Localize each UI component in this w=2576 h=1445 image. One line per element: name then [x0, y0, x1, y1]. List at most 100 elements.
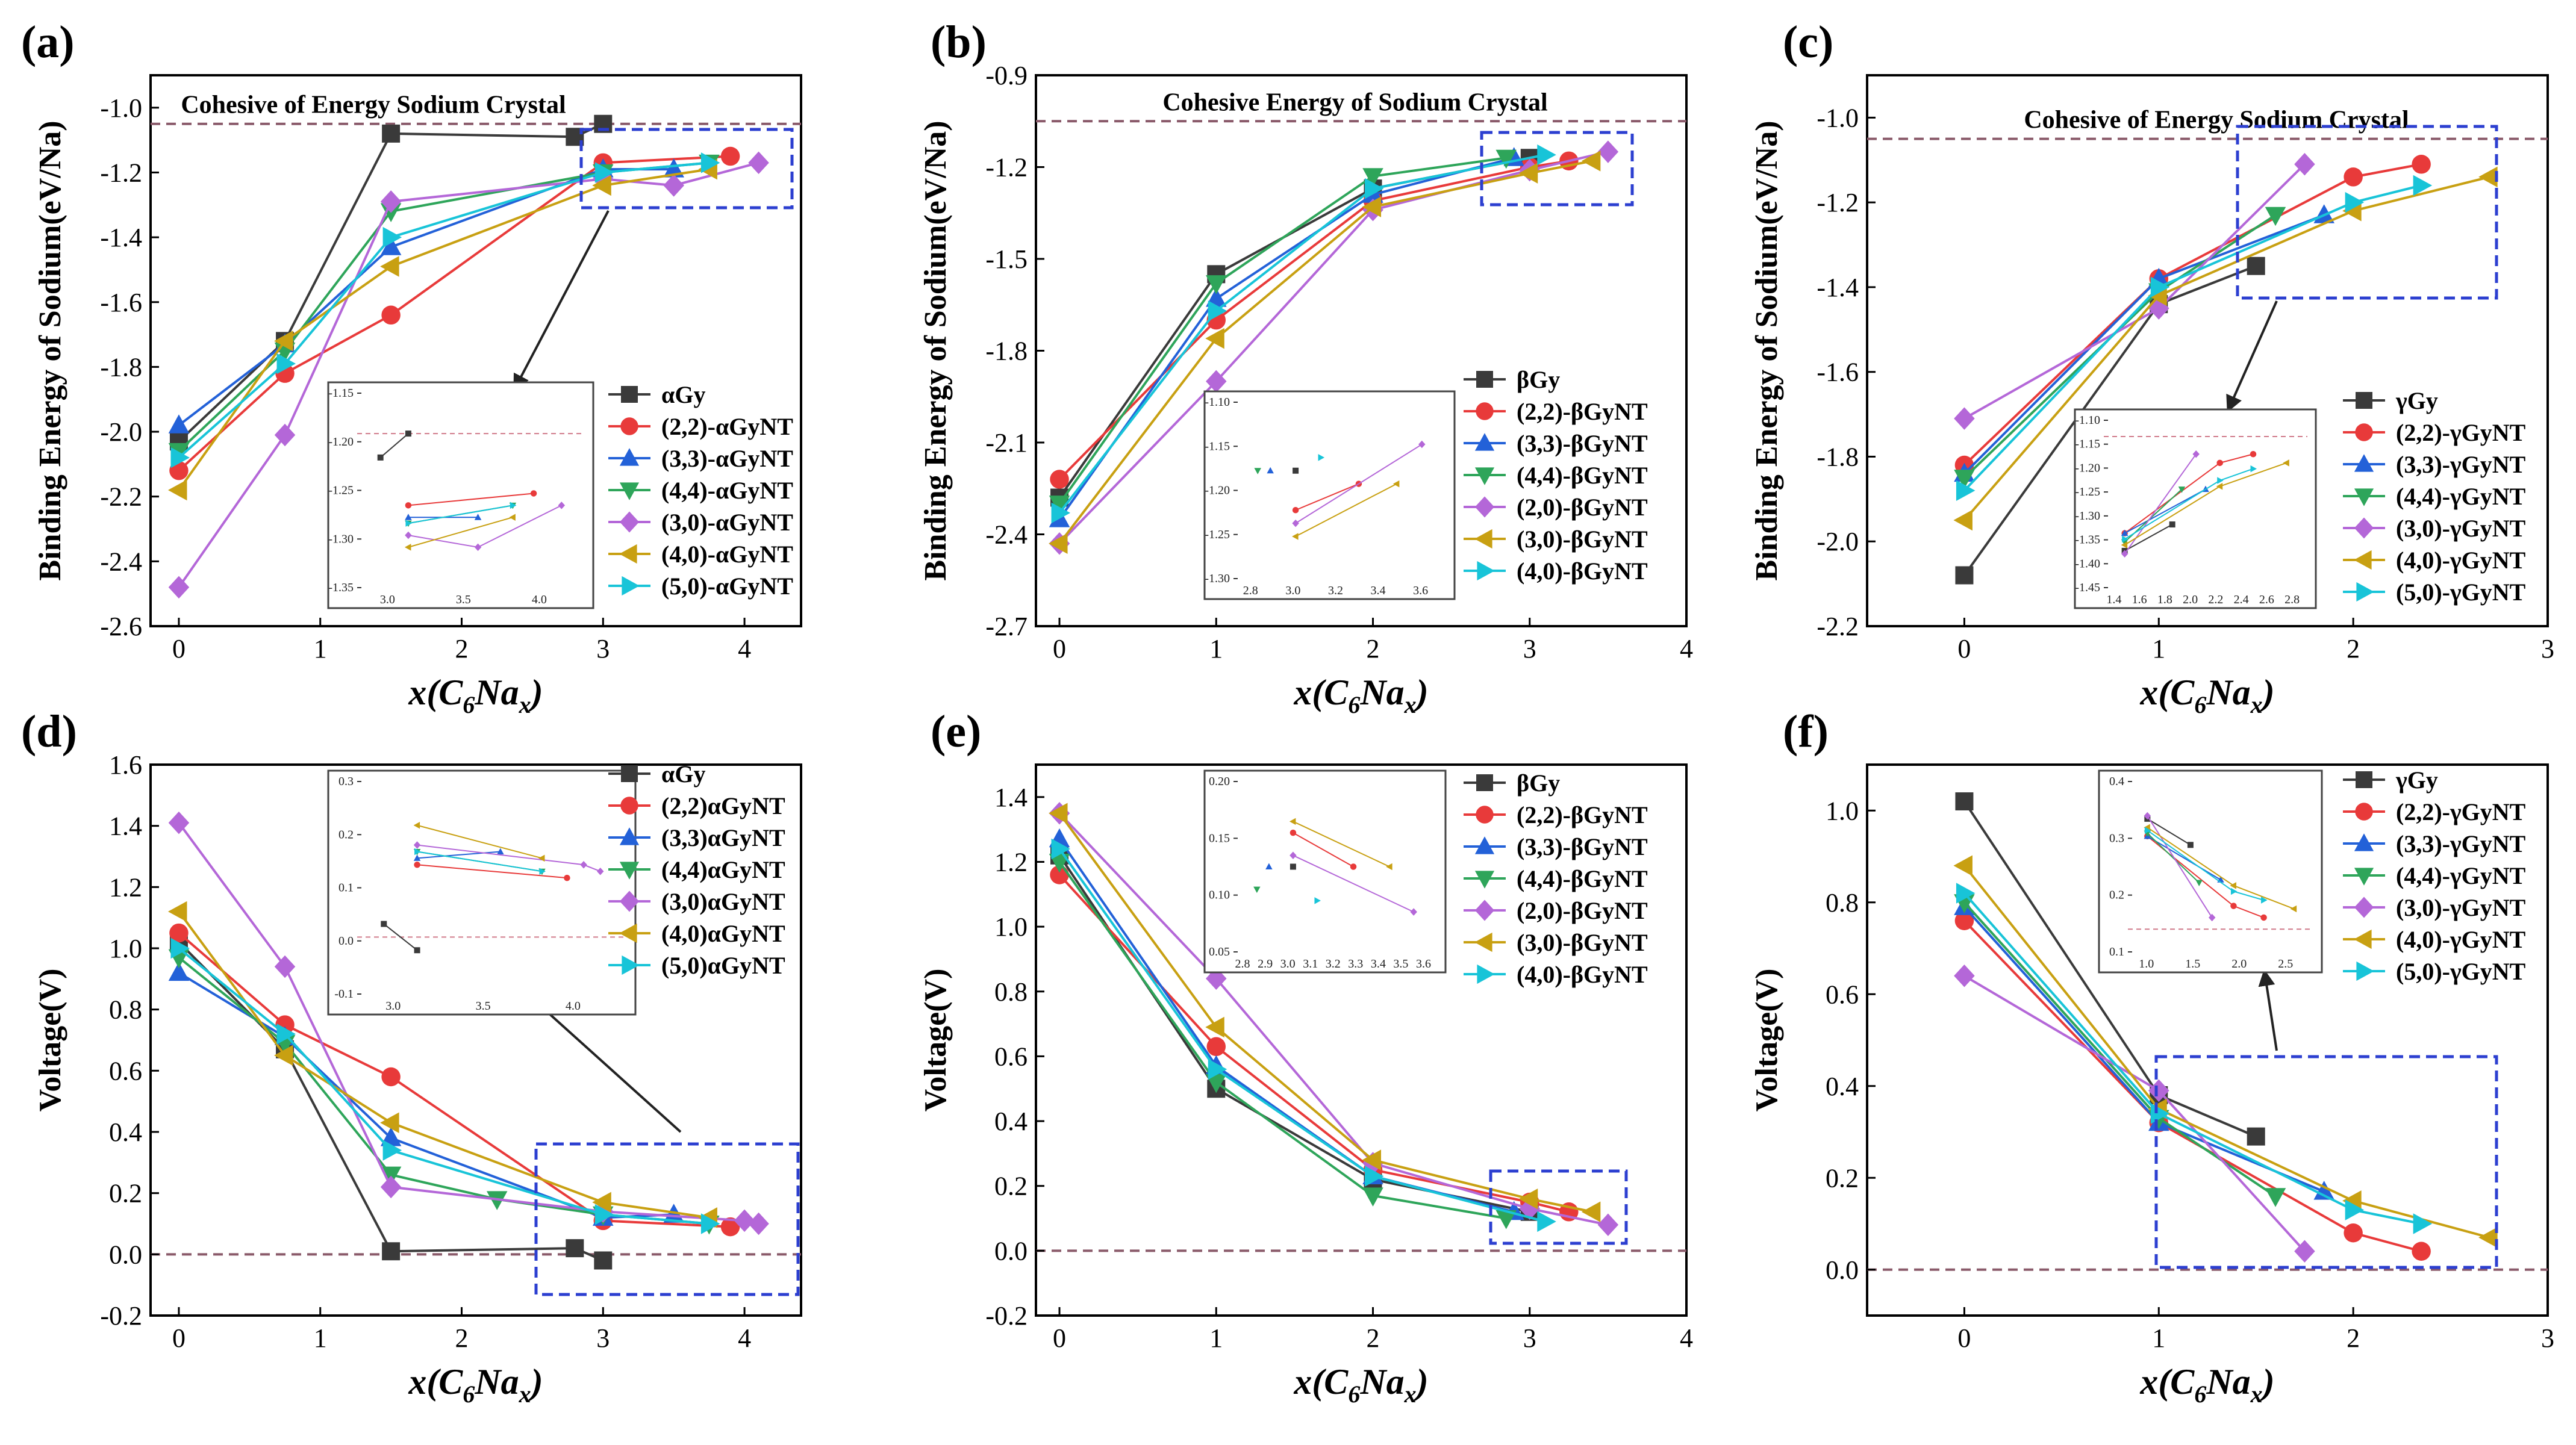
- inset-data-point: [1292, 533, 1299, 540]
- legend-entry: (4,4)-βGyNT: [1517, 462, 1648, 489]
- inset-y-tick-label: -1.15: [2075, 438, 2100, 451]
- inset-series-line-0: [383, 923, 418, 951]
- y-tick-label: -1.2: [1817, 188, 1859, 217]
- y-tick-label: -2.0: [100, 417, 142, 447]
- legend-entry: (4,0)-γGyNT: [2396, 547, 2526, 574]
- inset-data-point: [377, 454, 384, 461]
- x-tick-label: 0: [1957, 634, 1971, 663]
- legend-marker: [621, 765, 638, 782]
- inset-data-point: [2187, 842, 2194, 848]
- data-point: [592, 1192, 611, 1213]
- zoom-arrow: [527, 994, 682, 1133]
- x-tick-label: 4: [738, 1323, 751, 1353]
- data-point: [380, 256, 399, 277]
- legend-entry: (2,2)-αGyNT: [661, 413, 793, 440]
- y-tick-label: 0.4: [994, 1107, 1028, 1136]
- inset-data-point: [405, 520, 412, 527]
- legend-entry: αGy: [661, 760, 705, 788]
- data-point: [1597, 1213, 1619, 1237]
- data-point: [566, 128, 584, 146]
- data-point: [382, 1242, 401, 1261]
- inset-x-tick-label: 3.2: [1326, 957, 1341, 971]
- inset-x-tick-label: 3.5: [456, 593, 471, 606]
- series-line-1: [1963, 919, 2422, 1253]
- plot-frame: [1035, 763, 1688, 1317]
- legend-marker: [2355, 803, 2373, 821]
- data-point: [167, 901, 187, 922]
- data-point: [2247, 256, 2265, 275]
- data-point: [1495, 1210, 1517, 1229]
- inset-series-line-4: [1295, 444, 1423, 524]
- data-point: [1581, 151, 1601, 172]
- legend-entry: (3,3)-βGyNT: [1517, 833, 1648, 860]
- legend-marker: [2354, 833, 2374, 851]
- legend-entry: γGy: [2395, 766, 2438, 794]
- data-point: [274, 1045, 293, 1066]
- x-tick-label: 4: [1680, 634, 1693, 663]
- inset-data-point: [2195, 880, 2203, 887]
- data-point: [1955, 566, 1974, 585]
- series-line-4: [178, 161, 759, 588]
- data-point: [380, 1127, 402, 1146]
- inset-x-tick-label: 3.5: [1393, 957, 1408, 971]
- data-point: [1362, 1149, 1382, 1170]
- x-tick-label: 2: [1367, 1323, 1380, 1353]
- y-tick-label: -0.2: [100, 1301, 142, 1331]
- data-point: [2413, 1213, 2433, 1234]
- zoom-arrow: [2258, 969, 2278, 1051]
- x-axis-title: x(C6Nax): [2139, 673, 2274, 718]
- x-tick-label: 4: [1680, 1323, 1693, 1353]
- y-tick-label: -1.8: [1817, 442, 1859, 471]
- inset-x-tick-label: 2.6: [2259, 593, 2274, 606]
- x-tick-label: 1: [2152, 1323, 2165, 1353]
- data-point: [1954, 470, 1975, 489]
- inset-x-tick-label: 1.5: [2185, 957, 2200, 971]
- x-tick-label: 2: [455, 1323, 469, 1353]
- inset-x-tick-label: 2.2: [2208, 593, 2223, 606]
- inset-data-point: [2250, 465, 2257, 473]
- data-point: [381, 1067, 401, 1087]
- data-point: [1208, 300, 1227, 322]
- legend-marker: [619, 827, 640, 845]
- legend-marker: [2356, 961, 2374, 981]
- data-point: [168, 962, 190, 981]
- legend-marker: [619, 544, 637, 564]
- y-tick-label: -2.2: [100, 482, 142, 512]
- legend-marker: [620, 797, 638, 815]
- inset-data-point: [2121, 541, 2128, 548]
- inset-data-point: [413, 822, 420, 829]
- data-point: [380, 1112, 399, 1133]
- data-point: [274, 423, 296, 447]
- data-point: [1208, 1058, 1227, 1080]
- y-tick-label: 0.8: [994, 977, 1028, 1007]
- panel-label: (c): [1783, 17, 1833, 67]
- inset-y-tick-label: 0.1: [338, 881, 354, 895]
- legend-marker: [2356, 392, 2372, 409]
- data-point: [1954, 407, 1975, 430]
- data-point: [2150, 276, 2170, 298]
- inset-y-tick-label: -1.45: [2075, 581, 2100, 594]
- y-tick-label: 0.0: [1826, 1255, 1859, 1285]
- inset-data-point: [1289, 818, 1296, 825]
- data-point: [700, 1213, 720, 1234]
- inset-series-line-1: [408, 493, 534, 506]
- inset-data-point: [405, 514, 412, 520]
- inset-data-point: [414, 862, 420, 868]
- legend-entry: (4,4)αGyNT: [661, 856, 785, 883]
- inset-x-tick-label: 3.0: [385, 999, 401, 1013]
- data-point: [1362, 1187, 1383, 1207]
- data-point: [382, 226, 402, 248]
- inset-y-tick-label: 0.20: [1209, 775, 1230, 788]
- inset-x-tick-label: 3.4: [1371, 584, 1386, 597]
- inset-data-point: [2217, 477, 2224, 484]
- y-tick-label: -1.8: [100, 352, 142, 382]
- y-tick-label: -2.0: [1817, 527, 1859, 556]
- inset-y-tick-label: -1.20: [2075, 461, 2100, 474]
- y-tick-label: 0.2: [109, 1179, 142, 1208]
- data-point: [1956, 480, 1976, 502]
- inset-series-line-2: [2147, 835, 2221, 881]
- legend-marker: [2354, 868, 2374, 886]
- inset-y-tick-label: 0.3: [2109, 831, 2124, 845]
- legend-marker: [1474, 467, 1495, 485]
